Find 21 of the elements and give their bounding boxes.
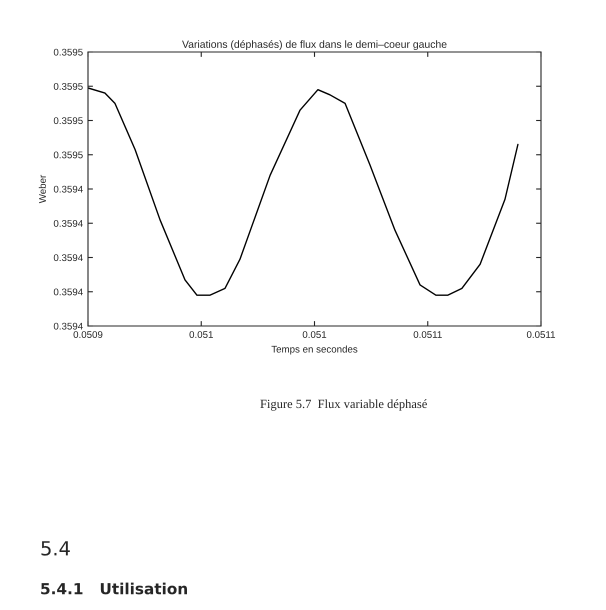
- y-tick-label: 0.3594: [54, 254, 83, 262]
- x-tick-label: 0.0511: [526, 331, 556, 338]
- y-tick-label: 0.3594: [54, 322, 83, 330]
- x-axis-title: Temps en secondes: [271, 345, 358, 355]
- y-tick-label: 0.3594: [54, 288, 83, 296]
- x-tick-label: 0.0509: [74, 331, 102, 338]
- y-tick-label: 0.3595: [54, 117, 83, 124]
- x-tick-label: 0.051: [189, 331, 213, 338]
- y-axis-title: Weber: [38, 174, 46, 204]
- y-tick-label: 0.3595: [54, 48, 83, 56]
- caption: Figure 5.7 Flux variable déphasé: [260, 399, 427, 411]
- y-tick-label: 0.3595: [54, 82, 83, 90]
- text: 5.4.1 Utilisation: [41, 582, 187, 594]
- y-tick-label: 0.3595: [54, 151, 83, 158]
- y-tick-label: 0.3594: [54, 220, 83, 227]
- text: 5.4: [42, 541, 70, 556]
- chart-title: Variations (déphasés) de flux dans le demi–coeur gauche: [182, 40, 447, 50]
- line-series: [88, 87, 519, 296]
- x-tick-label: 0.051: [302, 331, 326, 338]
- y-tick-label: 0.3594: [54, 186, 83, 193]
- x-tick-label: 0.0511: [414, 331, 442, 338]
